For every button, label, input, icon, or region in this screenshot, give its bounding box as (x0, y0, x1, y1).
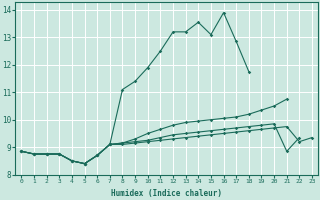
X-axis label: Humidex (Indice chaleur): Humidex (Indice chaleur) (111, 189, 222, 198)
